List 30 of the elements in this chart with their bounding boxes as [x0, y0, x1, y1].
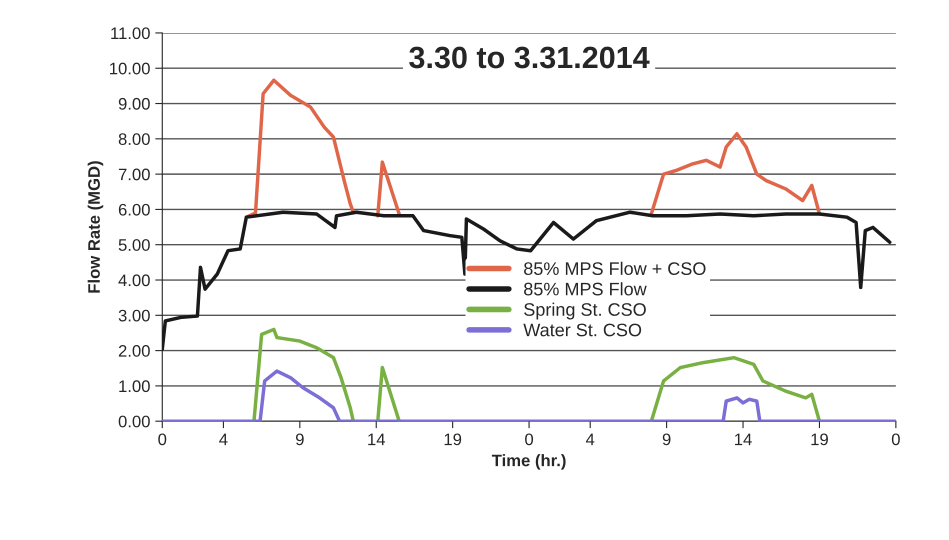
legend-label: Spring St. CSO [524, 302, 646, 320]
x-tick-label: 0 [892, 433, 900, 446]
x-tick-label: 0 [525, 433, 534, 446]
x-tick-label: 9 [296, 433, 304, 446]
x-tick-label: 0 [158, 433, 166, 446]
legend-label: 85% MPS Flow + CSO [524, 262, 706, 276]
x-tick-label: 4 [219, 434, 228, 446]
chart-title: 3.30 to 3.31.2014 [409, 46, 650, 68]
y-tick-label: 6.00 [118, 204, 150, 216]
y-tick-label: 2.00 [118, 345, 150, 357]
y-axis-title: Flow Rate (MGD) [88, 161, 104, 293]
y-tick-label: 5.00 [118, 239, 150, 251]
x-tick-label: 14 [368, 434, 386, 446]
y-tick-label: 3.00 [118, 310, 150, 322]
x-tick-label: 19 [811, 433, 828, 446]
x-tick-label: 14 [735, 434, 752, 446]
x-tick-label: 9 [662, 433, 670, 446]
y-tick-label: 0.00 [118, 416, 150, 428]
x-axis-title: Time (hr.) [492, 454, 566, 470]
legend-label: 85% MPS Flow [524, 282, 647, 296]
y-tick-label: 7.00 [118, 168, 150, 180]
y-tick-label: 1.00 [119, 380, 150, 392]
y-tick-label: 4.00 [118, 274, 150, 286]
y-tick-label: 10.00 [110, 62, 150, 74]
x-tick-label: 4 [586, 434, 594, 446]
y-tick-label: 8.00 [118, 133, 150, 146]
y-tick-label: 9.00 [118, 98, 150, 110]
x-tick-label: 19 [444, 433, 462, 446]
legend-label: Water St. CSO [523, 324, 642, 336]
y-tick-label: 11.00 [111, 27, 150, 40]
